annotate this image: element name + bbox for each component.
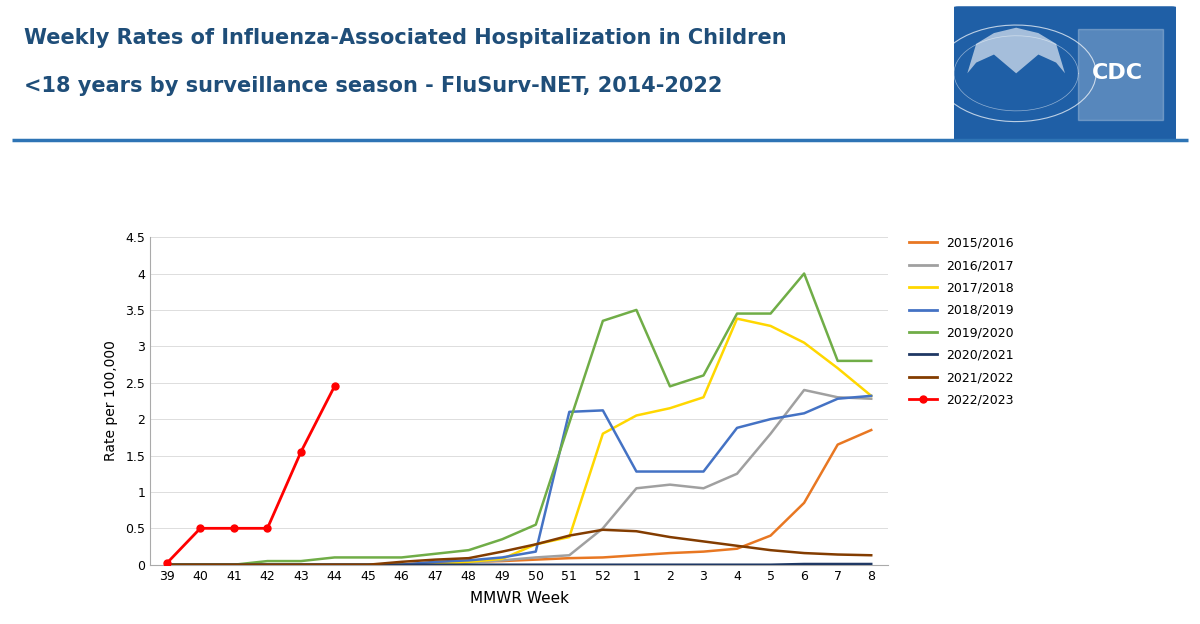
Text: <18 years by surveillance season - FluSurv-NET, 2014-2022: <18 years by surveillance season - FluSu…: [24, 76, 722, 96]
Legend: 2015/2016, 2016/2017, 2017/2018, 2018/2019, 2019/2020, 2020/2021, 2021/2022, 202: 2015/2016, 2016/2017, 2017/2018, 2018/20…: [910, 237, 1014, 406]
FancyBboxPatch shape: [1079, 29, 1163, 120]
Text: Weekly Rates of Influenza-Associated Hospitalization in Children: Weekly Rates of Influenza-Associated Hos…: [24, 28, 787, 48]
X-axis label: MMWR Week: MMWR Week: [469, 591, 569, 606]
FancyBboxPatch shape: [949, 6, 1181, 140]
Polygon shape: [967, 27, 1066, 73]
Text: CDC: CDC: [1092, 63, 1142, 84]
Y-axis label: Rate per 100,000: Rate per 100,000: [104, 341, 118, 461]
